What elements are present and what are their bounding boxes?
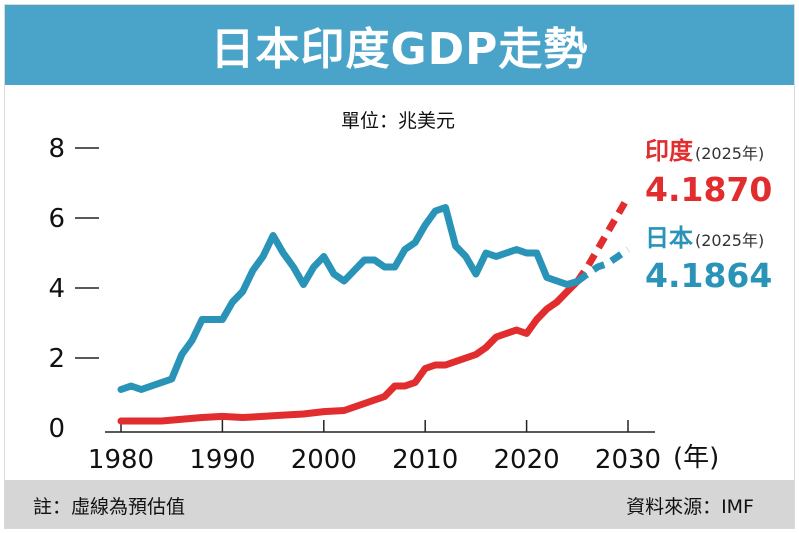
india-annotation-value: 4.1870 xyxy=(645,170,772,209)
footer-bar: 註：虛線為預估值 資料來源：IMF xyxy=(5,480,794,528)
chart-area: 單位：兆美元 0 2 4 6 8 1980 1990 2000 2010 2020 2030 (年)… xyxy=(48,110,772,475)
x-tick-label: 2030 xyxy=(595,445,661,475)
india-annotation: 印度 (2025年) 4.1870 xyxy=(645,137,772,209)
x-tick-label: 1990 xyxy=(189,445,255,475)
series-line xyxy=(117,278,581,425)
y-tick-label: 4 xyxy=(48,274,65,304)
y-tick-label: 2 xyxy=(48,344,65,374)
title-bar: 日本印度GDP走勢 xyxy=(5,5,794,85)
y-tick-label: 6 xyxy=(48,204,65,234)
japan-annotation-year: (2025年) xyxy=(695,231,764,250)
japan-annotation-name: 日本 xyxy=(645,224,693,252)
footer-source: 資料來源：IMF xyxy=(626,496,754,518)
series-lines xyxy=(117,195,632,425)
series-line xyxy=(117,204,581,393)
japan-annotation: 日本 (2025年) 4.1864 xyxy=(645,224,772,295)
x-tick-label: 2010 xyxy=(392,445,458,475)
india-annotation-name: 印度 xyxy=(645,137,694,165)
x-unit-label: (年) xyxy=(673,443,719,473)
japan-annotation-value: 4.1864 xyxy=(645,256,772,295)
unit-label: 單位：兆美元 xyxy=(341,110,455,132)
chart-frame: 日本印度GDP走勢 單位：兆美元 0 2 4 6 8 1980 1990 2000 2010 2… xyxy=(4,4,795,529)
x-axis: 1980 1990 2000 2010 2020 2030 (年) xyxy=(88,420,719,475)
india-annotation-year: (2025年) xyxy=(695,144,764,163)
x-tick-label: 1980 xyxy=(88,445,154,475)
y-tick-label: 8 xyxy=(48,134,65,164)
y-axis: 0 2 4 6 8 xyxy=(48,134,99,444)
y-tick-label: 0 xyxy=(48,414,65,444)
x-tick-label: 2020 xyxy=(494,445,560,475)
x-tick-label: 2000 xyxy=(291,445,357,475)
footer-note: 註：虛線為預估值 xyxy=(33,496,186,518)
series-projection-line xyxy=(575,246,630,285)
series-projection-line xyxy=(574,195,632,284)
chart-title: 日本印度GDP走勢 xyxy=(210,24,589,75)
